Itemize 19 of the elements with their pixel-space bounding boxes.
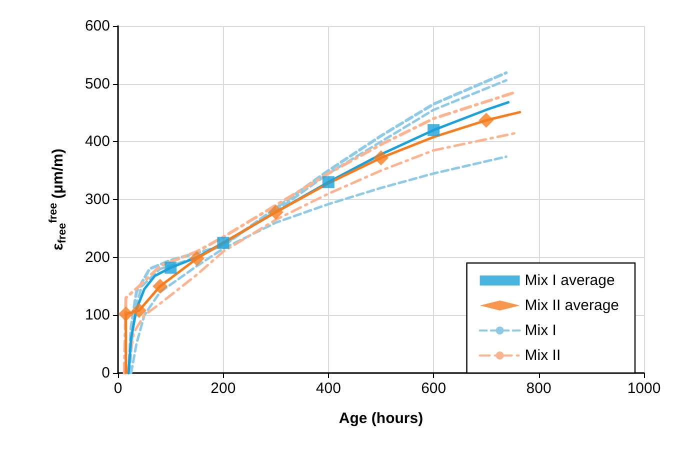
y-tick-label: 300 [84, 191, 110, 208]
y-tick-label: 400 [84, 133, 110, 150]
y-tick-label: 600 [84, 18, 110, 34]
x-tick-label: 1000 [627, 380, 661, 397]
legend-label: Mix II average [524, 297, 620, 314]
x-tick-label: 800 [526, 380, 552, 397]
x-tick-label: 400 [316, 380, 341, 397]
x-axis-title: Age (hours) [338, 410, 424, 427]
x-tick-label: 200 [210, 380, 236, 397]
legend-label: Mix II [524, 347, 561, 364]
y-tick-label: 200 [84, 248, 110, 266]
y-axis-title: εfreefree (μm/m) [48, 148, 68, 250]
y-tick-label: 100 [84, 306, 110, 324]
y-tick-label: 500 [84, 75, 110, 92]
x-tick-label: 600 [421, 380, 446, 397]
legend-label: Mix I [524, 322, 556, 339]
legend-label: Mix I average [524, 272, 615, 289]
y-tick-label: 0 [102, 364, 110, 382]
x-tick-label: 0 [114, 380, 122, 397]
